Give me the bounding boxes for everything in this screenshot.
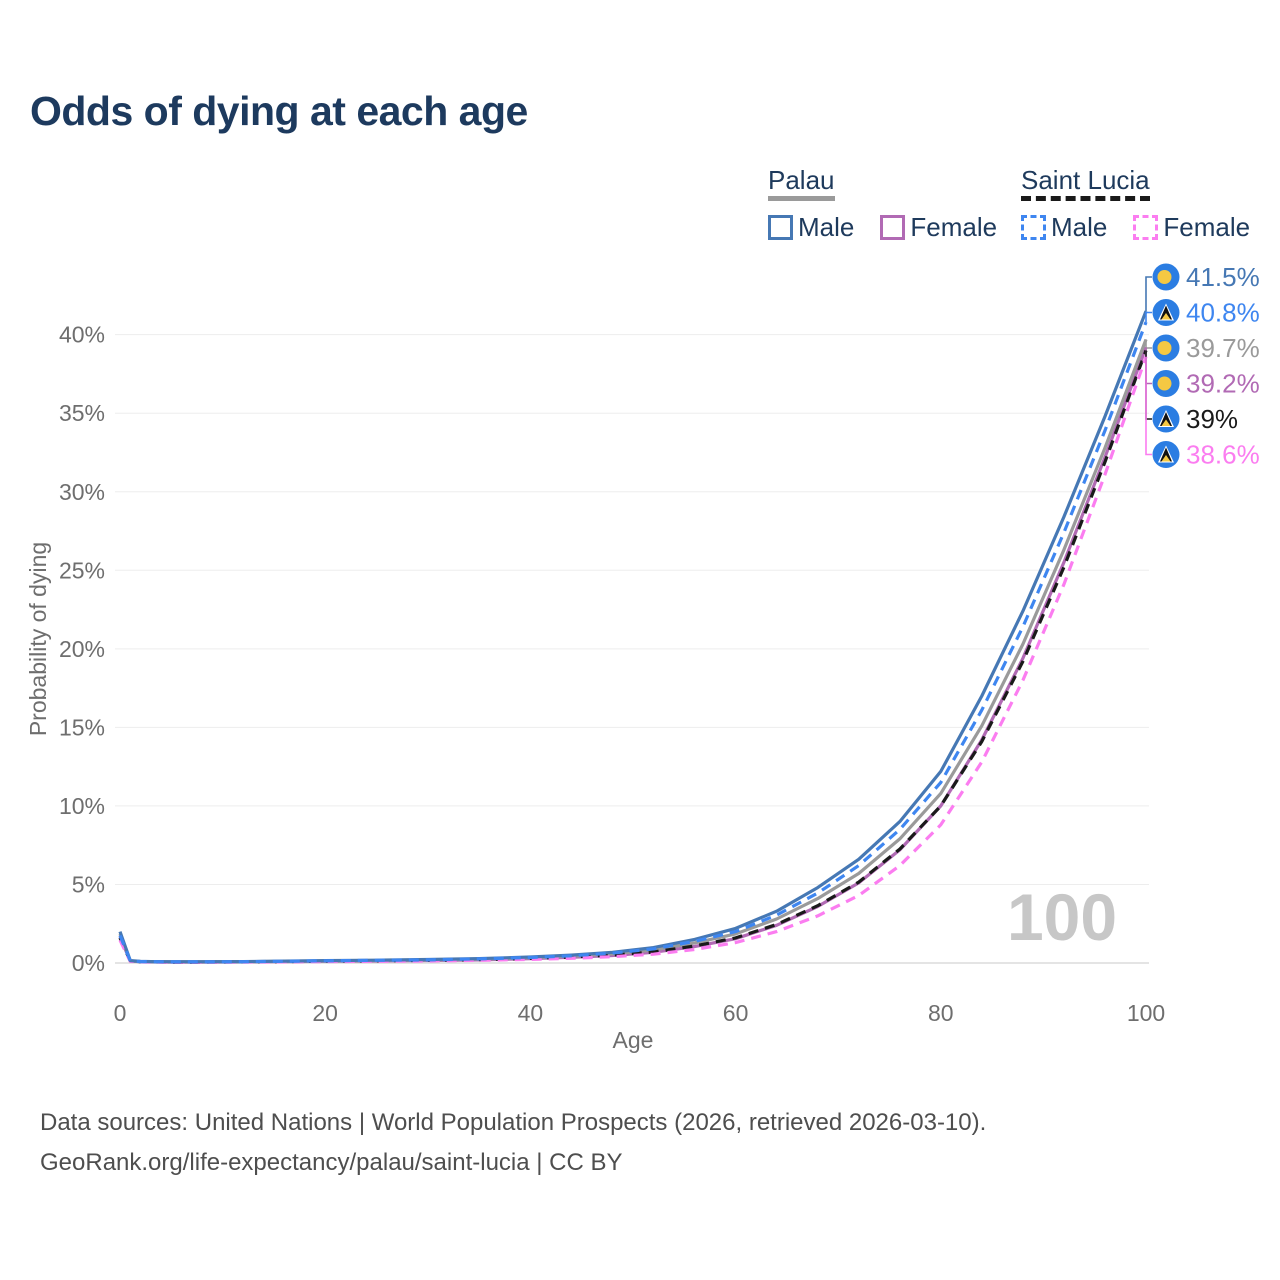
palau-sun [1157,270,1172,284]
saint-lucia-flag-icon [1152,299,1180,326]
triangle-gold [1161,455,1171,462]
legend-row-palau: Male Female [768,212,997,243]
x-tick-label: 100 [1127,1000,1165,1026]
annotation-connector [1145,350,1152,420]
legend-label-saint-lucia-male: Male [1051,212,1108,242]
page-title: Odds of dying at each age [30,88,528,134]
y-tick-label: 15% [59,714,105,740]
legend-group-saint-lucia: Saint Lucia Male Female [1021,167,1250,243]
y-tick-label: 20% [59,636,105,662]
triangle-black [1160,305,1172,320]
data-source-line: Data sources: United Nations | World Pop… [40,1109,987,1136]
triangle-gold [1161,419,1171,426]
palau-male-swatch [768,215,793,240]
series-line-palau-total[interactable] [118,338,1148,964]
saint-lucia-female-swatch [1133,215,1159,240]
legend-item-saint-lucia-female[interactable]: Female [1133,212,1250,243]
end-value-label: 39.7% [1186,333,1260,363]
triangle-black [1160,412,1172,426]
y-tick-label: 10% [59,793,105,819]
legend-group-palau: Palau Male Female [768,167,997,243]
series-line-palau-male[interactable] [118,310,1148,964]
x-tick-label: 20 [312,1000,338,1026]
saint-lucia-flag-icon [1152,441,1180,468]
palau-flag-icon [1152,334,1180,362]
palau-sun [1157,376,1172,391]
watermark-age-label: 100 [1007,880,1117,954]
legend-label-palau-male: Male [798,212,855,242]
end-value-label: 38.6% [1186,440,1260,470]
y-tick-label: 30% [59,479,105,505]
y-tick-label: 5% [72,871,105,897]
x-tick-label: 80 [928,1000,954,1026]
end-value-label: 39.2% [1186,369,1260,399]
series-line-palau-female[interactable] [118,346,1148,964]
y-tick-label: 0% [72,950,105,976]
series-line-saint-lucia-total[interactable] [118,349,1148,964]
x-tick-label: 40 [518,1000,544,1026]
triangle-gold [1161,313,1171,320]
y-tick-label: 25% [59,557,105,583]
end-value-label: 39% [1186,404,1238,434]
triangle-black [1160,447,1172,462]
annotation-connector [1145,347,1152,385]
annotation-connector [1145,276,1152,312]
legend-header-saint-lucia: Saint Lucia [1021,167,1150,201]
legend-header-palau: Palau [768,167,835,201]
x-axis-title: Age [613,1027,654,1053]
palau-flag-icon [1152,370,1180,397]
annotation-connector [1145,356,1152,456]
legend-label-saint-lucia-female: Female [1163,212,1251,242]
y-tick-label: 40% [59,322,105,348]
legend-row-saint-lucia: Male Female [1021,212,1250,243]
x-tick-label: 0 [114,1000,127,1026]
palau-sun [1157,341,1172,355]
palau-female-swatch [880,215,906,240]
series-line-saint-lucia-female[interactable] [118,356,1148,964]
end-value-label: 41.5% [1186,262,1260,292]
saint-lucia-male-swatch [1021,215,1046,240]
legend-item-palau-female[interactable]: Female [880,212,997,243]
annotation-connector [1145,311,1152,323]
attribution-line: GeoRank.org/life-expectancy/palau/saint-… [40,1149,623,1176]
end-value-label: 40.8% [1186,298,1260,328]
y-tick-label: 35% [59,400,105,426]
palau-flag-icon [1152,263,1180,291]
x-tick-label: 60 [723,1000,749,1026]
footer: Data sources: United Nations | World Pop… [40,1103,986,1183]
legend-item-saint-lucia-male[interactable]: Male [1021,212,1107,243]
saint-lucia-flag-icon [1152,405,1180,433]
series-line-saint-lucia-male[interactable] [118,321,1148,964]
legend-item-palau-male[interactable]: Male [768,212,854,243]
y-axis-title: Probability of dying [25,542,51,736]
legend-label-palau-female: Female [910,212,998,242]
